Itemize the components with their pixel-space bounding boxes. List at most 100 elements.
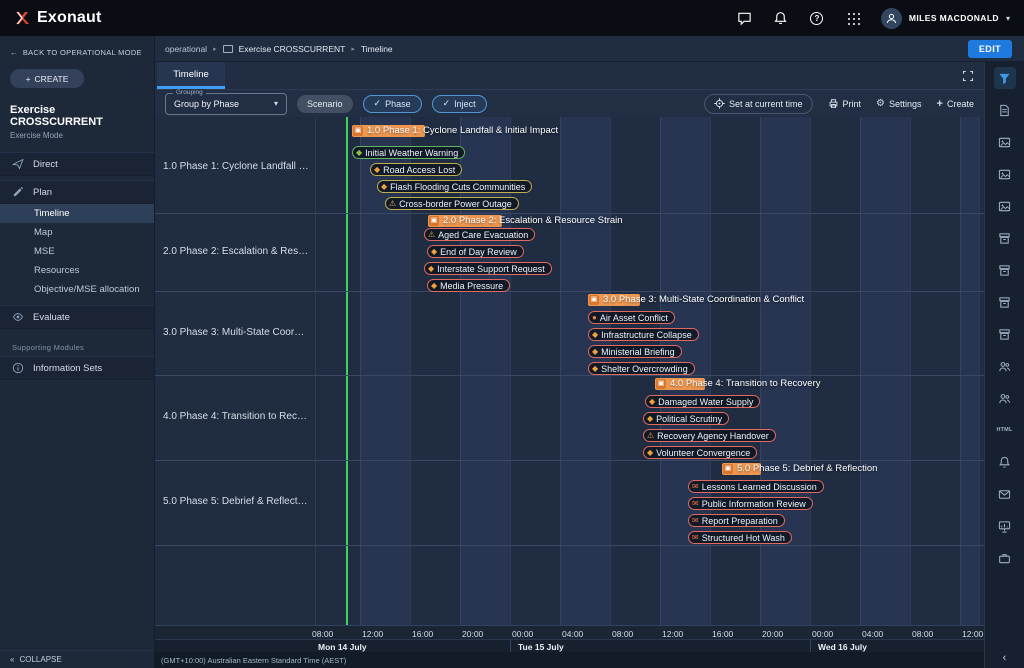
row-separator (155, 375, 984, 376)
grouping-select[interactable]: Grouping Group by Phase ▾ (165, 88, 287, 115)
set-at-current-time-button[interactable]: Set at current time (704, 93, 813, 114)
sidebar-item-map[interactable]: Map (34, 227, 53, 238)
inject-report-preparation[interactable]: ✉ Report Preparation (688, 514, 785, 527)
edit-button[interactable]: EDIT (967, 39, 1012, 58)
sidebar-item-direct[interactable]: Direct (0, 152, 154, 176)
sidebar-item-information-sets[interactable]: Information Sets (0, 356, 154, 380)
image-icon[interactable] (994, 195, 1016, 217)
archive-icon[interactable] (994, 227, 1016, 249)
conflict-icon: ● (592, 312, 597, 322)
sidebar-item-plan[interactable]: Plan (0, 180, 154, 204)
mail-icon[interactable] (994, 483, 1016, 505)
phase-icon: ▣ (429, 216, 439, 226)
inject-cross-border-power-outage[interactable]: ⚠ Cross-border Power Outage (385, 197, 519, 210)
settings-button[interactable]: ⚙ Settings (876, 98, 922, 109)
brand[interactable]: Exonaut (14, 9, 102, 27)
phase-label: 1.0 Phase 1: Cyclone Landfall & Initial … (367, 125, 559, 136)
day-divider (810, 640, 811, 652)
sidebar-collapse-button[interactable]: « COLLAPSE (0, 650, 154, 668)
back-arrow-icon: ← (10, 48, 18, 57)
row-label-phase-1: 1.0 Phase 1: Cyclone Landfall & Initial … (163, 161, 309, 172)
inject-volunteer-convergence[interactable]: ◆ Volunteer Convergence (643, 446, 758, 459)
users-icon[interactable] (994, 355, 1016, 377)
notifications-icon[interactable] (773, 10, 789, 26)
back-to-operational-link[interactable]: ← BACK TO OPERATIONAL MODE (10, 48, 142, 57)
phase-bar-fill (655, 378, 705, 390)
inject-infrastructure-collapse[interactable]: ◆ Infrastructure Collapse (588, 328, 699, 341)
create-button[interactable]: + CREATE (10, 69, 84, 88)
create-inject-button[interactable]: + Create (936, 97, 974, 110)
fullscreen-icon[interactable] (962, 70, 974, 82)
inject-political-scrutiny[interactable]: ◆ Political Scrutiny (643, 412, 730, 425)
inject-label: Damaged Water Supply (658, 396, 754, 407)
help-icon[interactable]: ? (809, 10, 825, 26)
current-time-line (346, 117, 348, 625)
user-menu[interactable]: MILES MACDONALD ▾ (880, 7, 1010, 29)
archive-icon[interactable] (994, 291, 1016, 313)
tab-timeline[interactable]: Timeline (157, 62, 225, 89)
inject-label: Political Scrutiny (656, 413, 723, 424)
tab-bar: Timeline (155, 62, 984, 90)
inject-label: Lessons Learned Discussion (701, 481, 817, 492)
filter-icon[interactable] (993, 67, 1016, 89)
row-label-phase-3: 3.0 Phase 3: Multi-State Coordination & … (163, 327, 309, 338)
time-tick: 00:00 (512, 628, 534, 639)
sidebar-item-mse[interactable]: MSE (34, 246, 55, 257)
print-button[interactable]: Print (828, 98, 861, 109)
sidebar-item-resources[interactable]: Resources (34, 265, 80, 276)
inject-label: Cross-border Power Outage (399, 198, 512, 209)
apps-grid-icon[interactable] (845, 10, 861, 26)
breadcrumb-timeline[interactable]: Timeline (360, 43, 393, 54)
inject-damaged-water-supply[interactable]: ◆ Damaged Water Supply (645, 395, 761, 408)
bell-icon[interactable] (994, 451, 1016, 473)
archive-icon[interactable] (994, 323, 1016, 345)
warning-icon: ⚠ (647, 430, 655, 440)
sidebar-item-timeline[interactable]: Timeline (0, 204, 154, 223)
inject-road-access-lost[interactable]: ◆ Road Access Lost (370, 163, 463, 176)
filter-chip-scenario[interactable]: Scenario (297, 94, 353, 113)
diamond-icon: ◆ (428, 263, 435, 273)
inject-end-of-day-review[interactable]: ◆ End of Day Review (427, 245, 524, 258)
inject-media-pressure[interactable]: ◆ Media Pressure (427, 279, 511, 292)
breadcrumb-operational[interactable]: operational (165, 43, 208, 54)
image-icon[interactable] (994, 131, 1016, 153)
filter-chip-phase[interactable]: ✓ Phase (362, 94, 422, 113)
user-name: MILES MACDONALD (908, 13, 999, 23)
inject-label: Structured Hot Wash (701, 532, 785, 543)
chart-icon[interactable] (994, 515, 1016, 537)
inject-label: Recovery Agency Handover (657, 430, 769, 441)
time-tick: 16:00 (712, 628, 734, 639)
evaluate-eye-icon (12, 313, 24, 321)
chat-icon[interactable] (737, 10, 753, 26)
html-icon[interactable]: HTML (996, 427, 1013, 433)
inject-ministerial-briefing[interactable]: ◆ Ministerial Briefing (588, 345, 682, 358)
inject-aged-care-evacuation[interactable]: ⚠ Aged Care Evacuation (424, 228, 536, 241)
briefcase-icon[interactable] (994, 547, 1016, 569)
breadcrumb-exercise[interactable]: Exercise CROSSCURRENT (238, 43, 346, 54)
inject-structured-hot-wash[interactable]: ✉ Structured Hot Wash (688, 531, 792, 544)
inject-public-information-review[interactable]: ✉ Public Information Review (688, 497, 813, 510)
archive-icon[interactable] (994, 259, 1016, 281)
inject-recovery-agency-handover[interactable]: ⚠ Recovery Agency Handover (643, 429, 776, 442)
inject-interstate-support-request[interactable]: ◆ Interstate Support Request (424, 262, 552, 275)
users-icon[interactable] (994, 387, 1016, 409)
inject-air-asset-conflict[interactable]: ● Air Asset Conflict (588, 311, 675, 324)
filter-chip-inject[interactable]: ✓ Inject (431, 94, 487, 113)
inject-shelter-overcrowding[interactable]: ◆ Shelter Overcrowding (588, 362, 695, 375)
phase-label: 5.0 Phase 5: Debrief & Reflection (737, 463, 878, 474)
inject-initial-weather-warning[interactable]: ◆ Initial Weather Warning (352, 146, 466, 159)
inject-label: Ministerial Briefing (601, 346, 675, 357)
exonaut-logo-icon (16, 11, 29, 25)
document-icon[interactable] (994, 99, 1016, 121)
inject-label: Media Pressure (440, 280, 504, 291)
row-label-phase-2: 2.0 Phase 2: Escalation & Resource Strai… (163, 246, 309, 257)
inject-lessons-learned-discussion[interactable]: ✉ Lessons Learned Discussion (688, 480, 824, 493)
inject-label: Flash Flooding Cuts Communities (390, 181, 526, 192)
image-icon[interactable] (994, 163, 1016, 185)
inject-label: End of Day Review (440, 246, 517, 257)
timeline-grid[interactable]: ▣ 1.0 Phase 1: Cyclone Landfall & Initia… (315, 117, 984, 625)
sidebar-item-evaluate[interactable]: Evaluate (0, 305, 154, 329)
inject-flash-flooding[interactable]: ◆ Flash Flooding Cuts Communities (377, 180, 533, 193)
rail-collapse-icon[interactable]: ‹ (1002, 652, 1007, 664)
sidebar-item-objective-mse-allocation[interactable]: Objective/MSE allocation (34, 284, 140, 295)
